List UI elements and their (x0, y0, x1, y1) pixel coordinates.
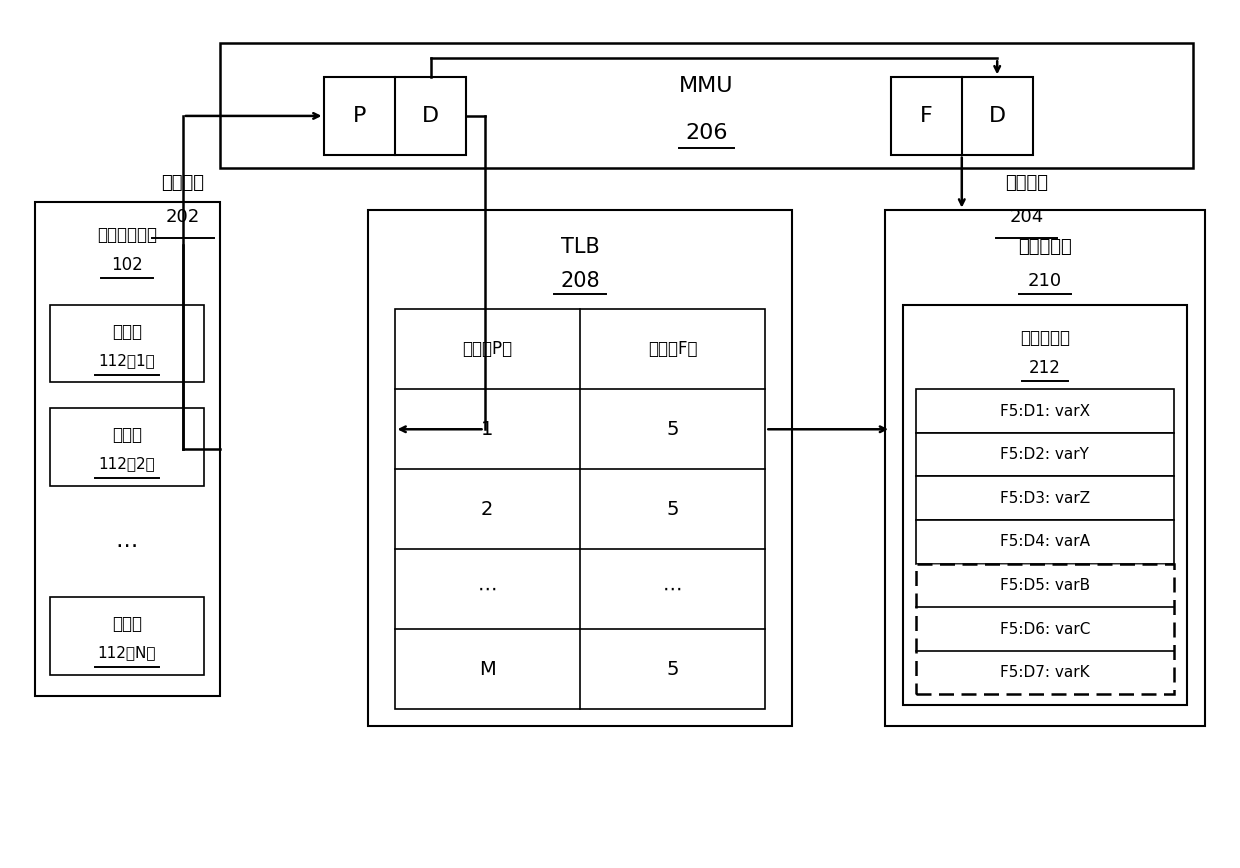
Text: 数据段: 数据段 (112, 426, 141, 444)
Text: 202: 202 (166, 208, 200, 227)
Bar (325, 77, 466, 155)
Text: 逻辑地址空间: 逻辑地址空间 (97, 226, 157, 244)
Text: ⋯: ⋯ (477, 580, 497, 599)
Text: 5: 5 (666, 500, 680, 519)
Text: 页号（P）: 页号（P） (463, 340, 512, 358)
Text: 共享数据段: 共享数据段 (1021, 329, 1070, 346)
Text: 212: 212 (1029, 358, 1061, 377)
Text: F5:D4: varA: F5:D4: varA (999, 535, 1090, 549)
Bar (915, 389, 1174, 433)
Bar (50, 305, 203, 383)
Text: 数据段: 数据段 (112, 323, 141, 341)
Text: 206: 206 (684, 122, 728, 142)
Bar (915, 433, 1174, 477)
Text: 204: 204 (1009, 208, 1044, 227)
Text: P: P (353, 106, 367, 126)
Text: F5:D1: varX: F5:D1: varX (999, 404, 1090, 418)
Bar (367, 210, 792, 727)
Text: F5:D2: varY: F5:D2: varY (1001, 447, 1090, 462)
Text: 208: 208 (560, 271, 600, 291)
Text: 2: 2 (481, 500, 494, 519)
Text: D: D (422, 106, 439, 126)
Text: 112（1）: 112（1） (98, 353, 155, 368)
Text: F5:D3: varZ: F5:D3: varZ (999, 490, 1090, 506)
Text: 112（N）: 112（N） (98, 646, 156, 661)
Text: 帧号（F）: 帧号（F） (649, 340, 697, 358)
Text: 物理存储器: 物理存储器 (1018, 238, 1071, 255)
Text: 逻辑地址: 逻辑地址 (161, 174, 205, 192)
Text: F: F (920, 106, 932, 126)
Bar (219, 43, 1193, 168)
Text: …: … (115, 531, 138, 551)
Bar (885, 210, 1205, 727)
Text: M: M (479, 660, 496, 679)
Bar (394, 309, 765, 709)
Bar (903, 305, 1187, 705)
Text: 5: 5 (666, 660, 680, 679)
Text: 102: 102 (112, 256, 143, 273)
Text: F5:D5: varB: F5:D5: varB (999, 578, 1090, 593)
Bar (892, 77, 1033, 155)
Bar (915, 563, 1174, 694)
Text: MMU: MMU (680, 76, 734, 96)
Bar (35, 202, 219, 696)
Text: 1: 1 (481, 420, 494, 438)
Text: 112（2）: 112（2） (98, 457, 155, 471)
Bar (915, 477, 1174, 520)
Text: 物理地址: 物理地址 (1004, 174, 1048, 192)
Bar (50, 408, 203, 485)
Text: ⋯: ⋯ (663, 580, 682, 599)
Text: F5:D6: varC: F5:D6: varC (999, 621, 1090, 636)
Text: D: D (988, 106, 1006, 126)
Bar (915, 520, 1174, 563)
Text: 数据段: 数据段 (112, 615, 141, 634)
Bar (50, 597, 203, 674)
Text: 210: 210 (1028, 272, 1061, 290)
Text: F5:D7: varK: F5:D7: varK (1001, 665, 1090, 681)
Text: 5: 5 (666, 420, 680, 438)
Text: TLB: TLB (560, 237, 599, 257)
